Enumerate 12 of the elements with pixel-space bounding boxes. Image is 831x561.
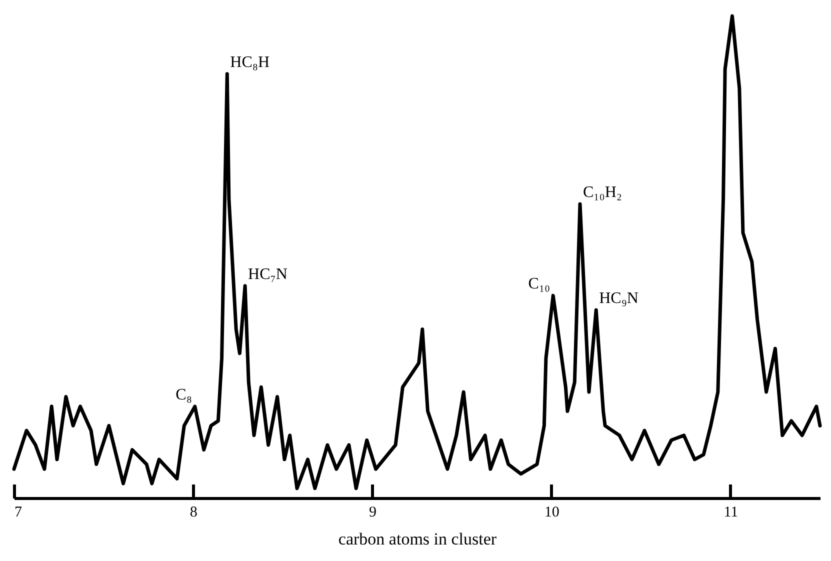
annotation: C₈: [176, 386, 192, 404]
x-tick-label: 8: [190, 504, 198, 520]
annotation: HC₉N: [599, 290, 639, 308]
annotation: HC₈H: [230, 54, 270, 71]
x-axis-title: carbon atoms in cluster: [338, 530, 497, 548]
x-tick-label: 10: [544, 504, 560, 520]
annotation: HC₇N: [248, 266, 288, 283]
x-tick-label: 9: [368, 504, 376, 520]
x-tick-label: 11: [724, 504, 738, 520]
annotation: C₁₀: [528, 276, 550, 293]
annotation: C₁₀H₂: [582, 184, 622, 201]
x-tick-label: 7: [14, 504, 22, 520]
